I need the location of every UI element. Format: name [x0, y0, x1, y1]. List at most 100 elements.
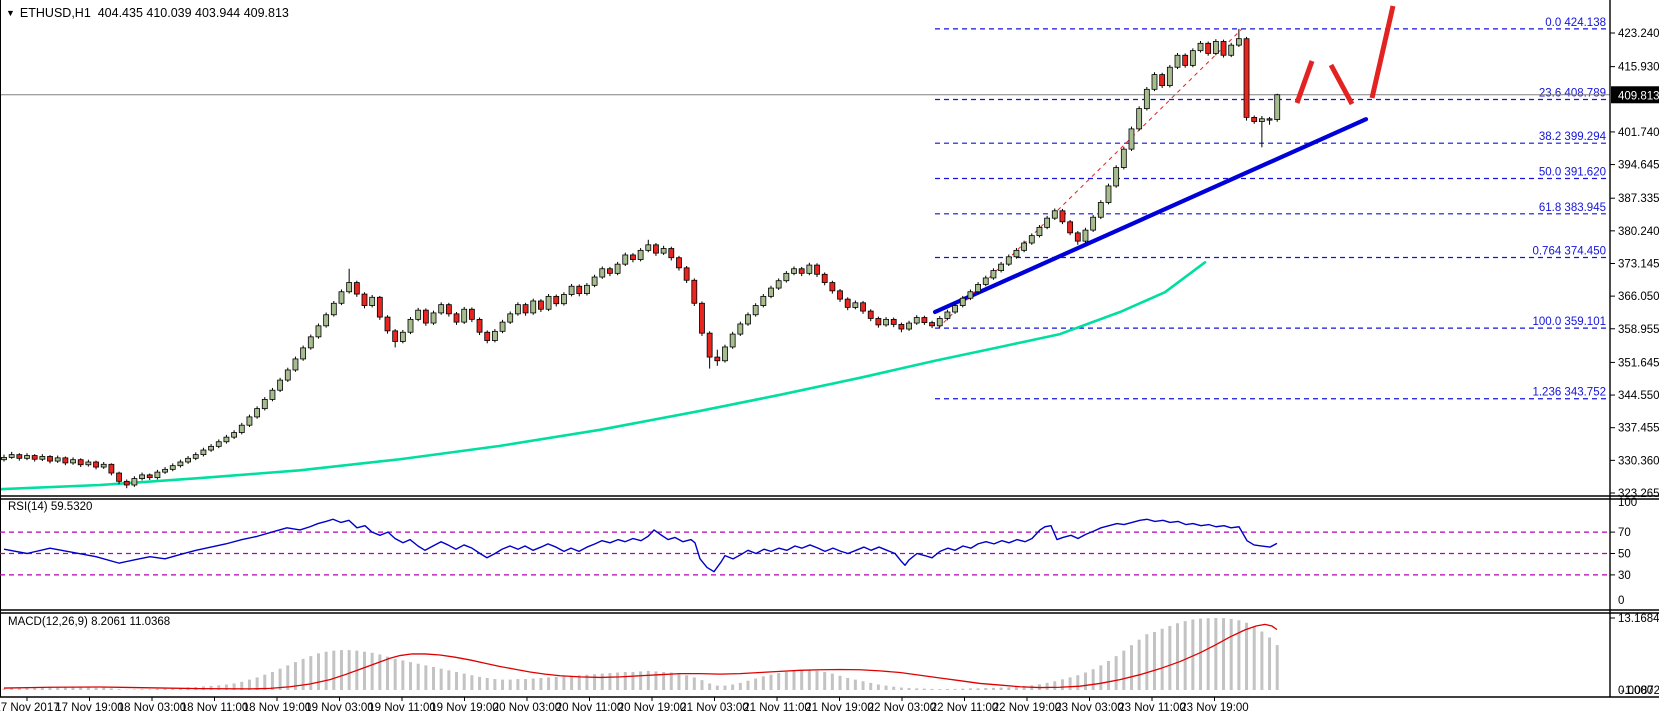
candle-down — [630, 254, 636, 260]
candle-up — [461, 308, 468, 323]
candle-up — [1051, 210, 1058, 219]
macd-histogram-group — [2, 617, 1279, 690]
candle-up — [100, 463, 107, 468]
candle-up — [277, 379, 284, 391]
candle-up — [952, 305, 958, 313]
candle-up — [8, 454, 15, 458]
time-tick-label: 21 Nov 19:00 — [805, 702, 873, 714]
candle-up — [737, 323, 744, 335]
candle-up — [1005, 256, 1012, 265]
candle-up — [208, 445, 214, 451]
macd-signal-line — [3, 623, 1278, 690]
candle-up — [768, 287, 774, 297]
candle-up — [1120, 148, 1127, 168]
rsi-line — [3, 518, 1278, 573]
candle-down — [714, 356, 721, 362]
price-tick-label: 380.240 — [1618, 226, 1659, 238]
price-tick-label: 366.050 — [1618, 291, 1659, 303]
candle-up — [1228, 44, 1235, 56]
candle-down — [93, 461, 99, 468]
candle-down — [553, 295, 560, 305]
candle-up — [568, 285, 575, 295]
candle-up — [292, 358, 299, 371]
candle-up — [246, 416, 253, 426]
candle-up — [1097, 202, 1104, 218]
time-tick-label: 17 Nov 2017 — [0, 702, 60, 714]
moving-average-line — [0, 261, 1207, 491]
ohlc-readout: 404.435 410.039 403.944 409.813 — [97, 6, 289, 20]
candle-up — [545, 295, 552, 310]
candle-down — [62, 457, 69, 464]
candle-up — [998, 263, 1004, 271]
candle-up — [200, 449, 207, 456]
candle-up — [1044, 217, 1051, 228]
price-tick-label: 323.265 — [1618, 488, 1659, 500]
current-price-box — [1611, 86, 1659, 104]
candle-up — [561, 294, 567, 305]
candle-up — [1136, 108, 1143, 130]
candle-up — [514, 304, 521, 315]
candle-down — [576, 285, 583, 295]
price-tick-label: 387.335 — [1618, 193, 1659, 205]
candle-down — [384, 316, 391, 332]
macd-zero-label: 0.0000 — [1618, 685, 1653, 697]
time-tick-label: 20 Nov 03:00 — [493, 702, 561, 714]
candle-up — [154, 471, 161, 479]
candle-up — [261, 399, 268, 410]
candle-down — [683, 267, 690, 281]
price-tick-label: 373.145 — [1618, 258, 1659, 270]
candle-up — [852, 302, 859, 308]
candle-up — [24, 455, 30, 459]
candle-up — [745, 314, 751, 325]
candle-up — [791, 268, 797, 274]
forecast-arrow-stroke — [1328, 63, 1355, 106]
time-tick-label: 19 Nov 11:00 — [368, 702, 436, 714]
time-tick-label: 21 Nov 03:00 — [680, 702, 748, 714]
candle-down — [1220, 41, 1227, 56]
support-trendline — [932, 117, 1369, 315]
candle-up — [591, 276, 598, 286]
candle-down — [31, 455, 38, 460]
candle-down — [392, 330, 399, 342]
candle-down — [1159, 74, 1166, 87]
candle-up — [407, 318, 414, 333]
candle-up — [975, 283, 981, 293]
candle-up — [722, 346, 728, 362]
candle-down — [898, 324, 905, 330]
candle-down — [653, 244, 659, 254]
time-tick-label: 23 Nov 03:00 — [1055, 702, 1123, 714]
fib-level-label: 61.8 383.945 — [1539, 202, 1606, 214]
candle-up — [338, 291, 345, 304]
candle-up — [507, 313, 514, 323]
candle-down — [445, 304, 452, 315]
symbol-dropdown-icon[interactable]: ▼ — [6, 8, 15, 18]
candle-down — [691, 279, 698, 304]
time-tick-label: 18 Nov 19:00 — [243, 702, 311, 714]
current-price-label: 409.813 — [1618, 90, 1659, 102]
time-tick-label: 19 Nov 19:00 — [430, 702, 498, 714]
candle-down — [353, 282, 360, 295]
candle-up — [169, 465, 176, 470]
candle-up — [254, 408, 261, 418]
price-tick-label: 423.240 — [1618, 28, 1659, 40]
candle-up — [1235, 38, 1242, 46]
candle-down — [476, 318, 483, 333]
candle-up — [775, 280, 782, 289]
candle-down — [123, 480, 130, 486]
time-tick-label: 22 Nov 03:00 — [868, 702, 936, 714]
candle-down — [860, 302, 866, 312]
candle-up — [944, 311, 951, 319]
candle-up — [584, 284, 590, 295]
candle-down — [376, 296, 383, 318]
candle-up — [307, 336, 314, 349]
candle-up — [346, 282, 353, 293]
candle-up — [284, 369, 291, 381]
candle-down — [484, 331, 491, 341]
candle-down — [798, 268, 805, 274]
candle-up — [415, 309, 422, 320]
candle-down — [77, 459, 84, 466]
candle-down — [108, 463, 115, 474]
candle-up — [177, 461, 184, 467]
candle-up — [162, 468, 168, 473]
